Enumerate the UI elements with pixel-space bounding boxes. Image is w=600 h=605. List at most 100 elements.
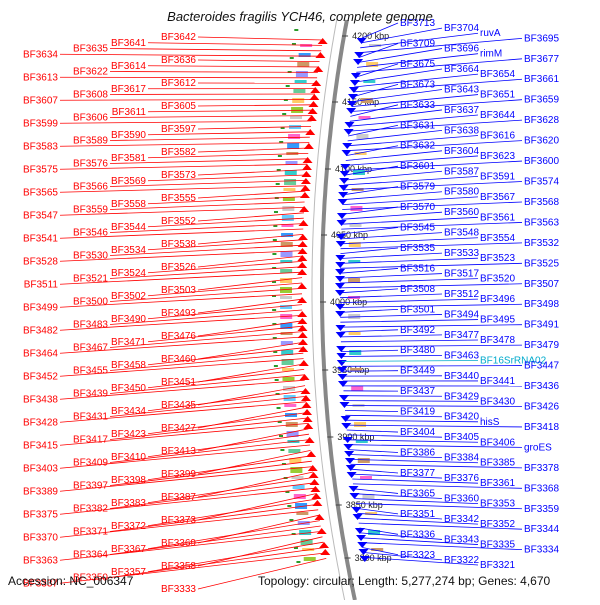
reverse-gene-arrow <box>340 171 350 177</box>
right-gene-label: BF3554 <box>480 233 515 244</box>
right-gene-label: BF3574 <box>524 177 559 188</box>
right-label-leader <box>341 340 478 342</box>
left-gene-label: BF3389 <box>23 486 58 497</box>
gene-category-block <box>284 404 296 407</box>
right-gene-label: BF3695 <box>524 33 559 44</box>
right-gene-label: BF3463 <box>444 350 479 361</box>
scale-tick-mark <box>274 211 278 213</box>
right-gene-label: BF3709 <box>400 38 435 49</box>
left-gene-label: BF3375 <box>23 509 58 520</box>
right-gene-label: BF3637 <box>444 105 479 116</box>
left-gene-label: BF3415 <box>23 440 58 451</box>
left-gene-label: BF3605 <box>161 101 196 112</box>
left-gene-label: BF3363 <box>23 555 58 566</box>
gene-category-block <box>304 557 316 561</box>
left-gene-label: BF3565 <box>23 187 58 198</box>
forward-gene-arrow <box>302 164 312 170</box>
left-label-leader <box>198 60 320 62</box>
right-gene-label: BF3359 <box>524 504 559 515</box>
left-label-leader <box>148 456 311 480</box>
left-gene-label: BF3569 <box>111 176 146 187</box>
right-gene-label: BF3437 <box>400 386 435 397</box>
reverse-gene-arrow <box>335 269 345 275</box>
scale-tick-mark <box>287 505 291 507</box>
left-gene-label: BF3613 <box>23 72 58 83</box>
scale-tick-mark <box>272 253 276 255</box>
right-gene-label: BF3525 <box>524 258 559 269</box>
left-gene-label: BF3607 <box>23 95 58 106</box>
forward-gene-arrow <box>317 528 327 534</box>
forward-gene-arrow <box>310 486 320 492</box>
right-gene-label: BF3560 <box>444 207 479 218</box>
gene-category-block <box>283 188 295 191</box>
genome-summary: Topology: circular; Length: 5,277,274 bp… <box>258 574 550 588</box>
right-gene-label: BF3545 <box>400 223 435 234</box>
reverse-gene-arrow <box>347 472 357 478</box>
gene-category-block <box>288 449 300 453</box>
right-gene-label: BF3507 <box>524 279 559 290</box>
left-label-leader <box>148 66 319 67</box>
forward-gene-arrow <box>308 465 318 471</box>
right-gene-label: BF3429 <box>444 391 479 402</box>
forward-gene-arrow <box>300 388 310 394</box>
scale-tick-mark <box>274 365 278 367</box>
reverse-gene-arrow <box>344 129 354 135</box>
left-gene-label: BF3403 <box>23 463 58 474</box>
right-gene-label: groES <box>524 442 552 453</box>
scale-tick-mark <box>294 29 298 31</box>
right-gene-label: BF3563 <box>524 217 559 228</box>
left-label-leader <box>198 537 322 566</box>
gene-category-block <box>282 215 294 221</box>
right-gene-label: BF3535 <box>400 243 435 254</box>
left-gene-label: BF3575 <box>23 164 58 175</box>
gene-category-block <box>283 377 295 381</box>
reverse-gene-arrow <box>353 514 363 520</box>
left-gene-label: BF3589 <box>73 136 108 147</box>
scale-tick-mark <box>296 561 300 563</box>
scale-tick-mark <box>289 519 293 521</box>
left-gene-label: BF3452 <box>23 371 58 382</box>
forward-gene-arrow <box>297 283 307 289</box>
right-label-leader <box>340 274 442 279</box>
left-gene-label: BF3541 <box>23 233 58 244</box>
right-gene-label: BF3516 <box>400 263 435 274</box>
forward-gene-arrow <box>301 395 311 401</box>
left-gene-label: BF3597 <box>161 124 196 135</box>
right-gene-label: BF3600 <box>524 156 559 167</box>
reverse-gene-arrow <box>335 276 345 282</box>
right-gene-label: BF3659 <box>524 95 559 106</box>
right-label-leader <box>344 396 442 397</box>
scale-tick-mark <box>286 85 290 87</box>
left-gene-label: BF3634 <box>23 49 58 60</box>
gene-category-block <box>358 458 370 463</box>
right-gene-label: BF3491 <box>524 320 559 331</box>
left-gene-label: BF3438 <box>23 394 58 405</box>
left-label-leader <box>198 105 313 106</box>
right-gene-label: BF3623 <box>480 151 515 162</box>
left-gene-label: BF3398 <box>111 475 146 486</box>
scale-tick-mark <box>279 435 283 437</box>
left-label-leader <box>198 148 309 152</box>
reverse-gene-arrow <box>344 451 354 457</box>
scale-tick-mark <box>290 57 294 59</box>
right-label-leader <box>354 489 398 494</box>
scale-tick-mark <box>276 183 280 185</box>
right-gene-label: BF3494 <box>444 309 479 320</box>
left-gene-label: BF3371 <box>73 527 108 538</box>
right-gene-label: BF3664 <box>444 64 479 75</box>
right-gene-label: BF3628 <box>524 115 559 126</box>
left-gene-label: BF3583 <box>23 141 58 152</box>
gene-category-block <box>281 251 293 257</box>
left-gene-label: BF3528 <box>23 256 58 267</box>
right-label-leader <box>340 294 442 298</box>
right-gene-label: BF3508 <box>400 284 435 295</box>
right-gene-label: BF3591 <box>480 171 515 182</box>
reverse-gene-arrow <box>335 290 345 296</box>
left-gene-label: BF3482 <box>23 325 58 336</box>
forward-gene-arrow <box>301 178 311 184</box>
right-gene-label: BF3654 <box>480 69 515 80</box>
right-gene-label: BF3368 <box>524 483 559 494</box>
right-gene-label: BF3601 <box>400 161 435 172</box>
left-gene-label: BF3367 <box>111 544 146 555</box>
gene-category-block <box>282 206 294 211</box>
